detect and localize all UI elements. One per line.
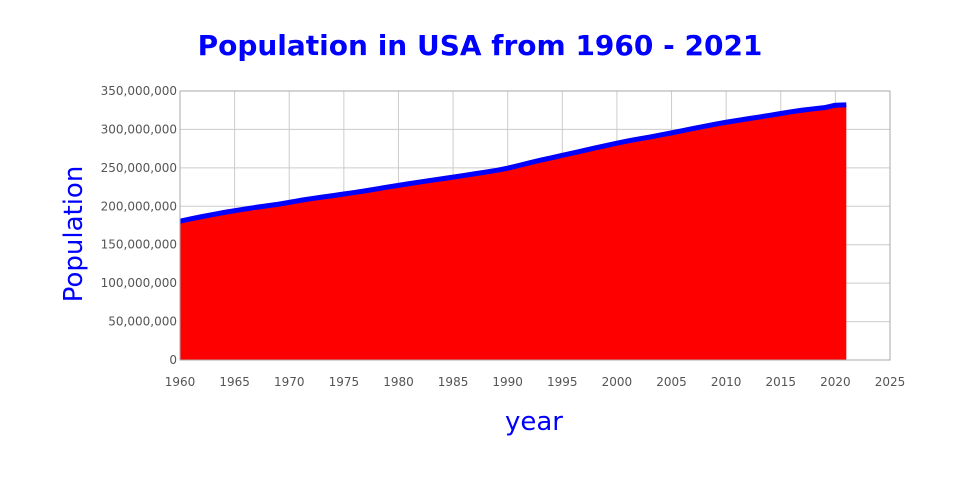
x-tick-label: 2025 — [875, 375, 906, 389]
y-tick-label: 300,000,000 — [101, 122, 177, 136]
x-tick-label: 1965 — [219, 375, 250, 389]
x-tick-label: 2000 — [602, 375, 633, 389]
x-tick-label: 2020 — [820, 375, 851, 389]
x-tick-label: 1975 — [329, 375, 360, 389]
chart-title: Population in USA from 1960 - 2021 — [198, 29, 763, 62]
x-tick-label: 1980 — [383, 375, 414, 389]
x-tick-label: 1970 — [274, 375, 305, 389]
y-tick-label: 150,000,000 — [101, 238, 177, 252]
x-tick-label: 2005 — [656, 375, 687, 389]
y-tick-label: 50,000,000 — [108, 315, 177, 329]
x-tick-label: 2015 — [765, 375, 796, 389]
plot-frame — [179, 90, 891, 361]
y-tick-labels: 0 50,000,000 100,000,000 150,000,000 200,000… — [101, 84, 177, 367]
series-area-fill — [180, 104, 847, 360]
y-tick-label: 250,000,000 — [101, 161, 177, 175]
y-tick-label: 350,000,000 — [101, 84, 177, 98]
axes — [179, 90, 891, 361]
x-tick-label: 1995 — [547, 375, 578, 389]
y-tick-label: 200,000,000 — [101, 199, 177, 213]
x-tick-labels: 1960 1965 1970 1975 1980 1985 1990 1995 2000 2005… — [165, 375, 906, 389]
y-tick-label: 0 — [169, 353, 177, 367]
x-tick-label: 1960 — [165, 375, 196, 389]
y-tick-label: 100,000,000 — [101, 276, 177, 290]
x-tick-label: 1985 — [438, 375, 469, 389]
y-axis-title: Population — [59, 166, 89, 303]
series-line — [179, 102, 847, 224]
area-layer — [179, 102, 847, 360]
x-tick-label: 1990 — [492, 375, 523, 389]
x-tick-label: 2010 — [711, 375, 742, 389]
x-axis-title: year — [505, 407, 563, 437]
